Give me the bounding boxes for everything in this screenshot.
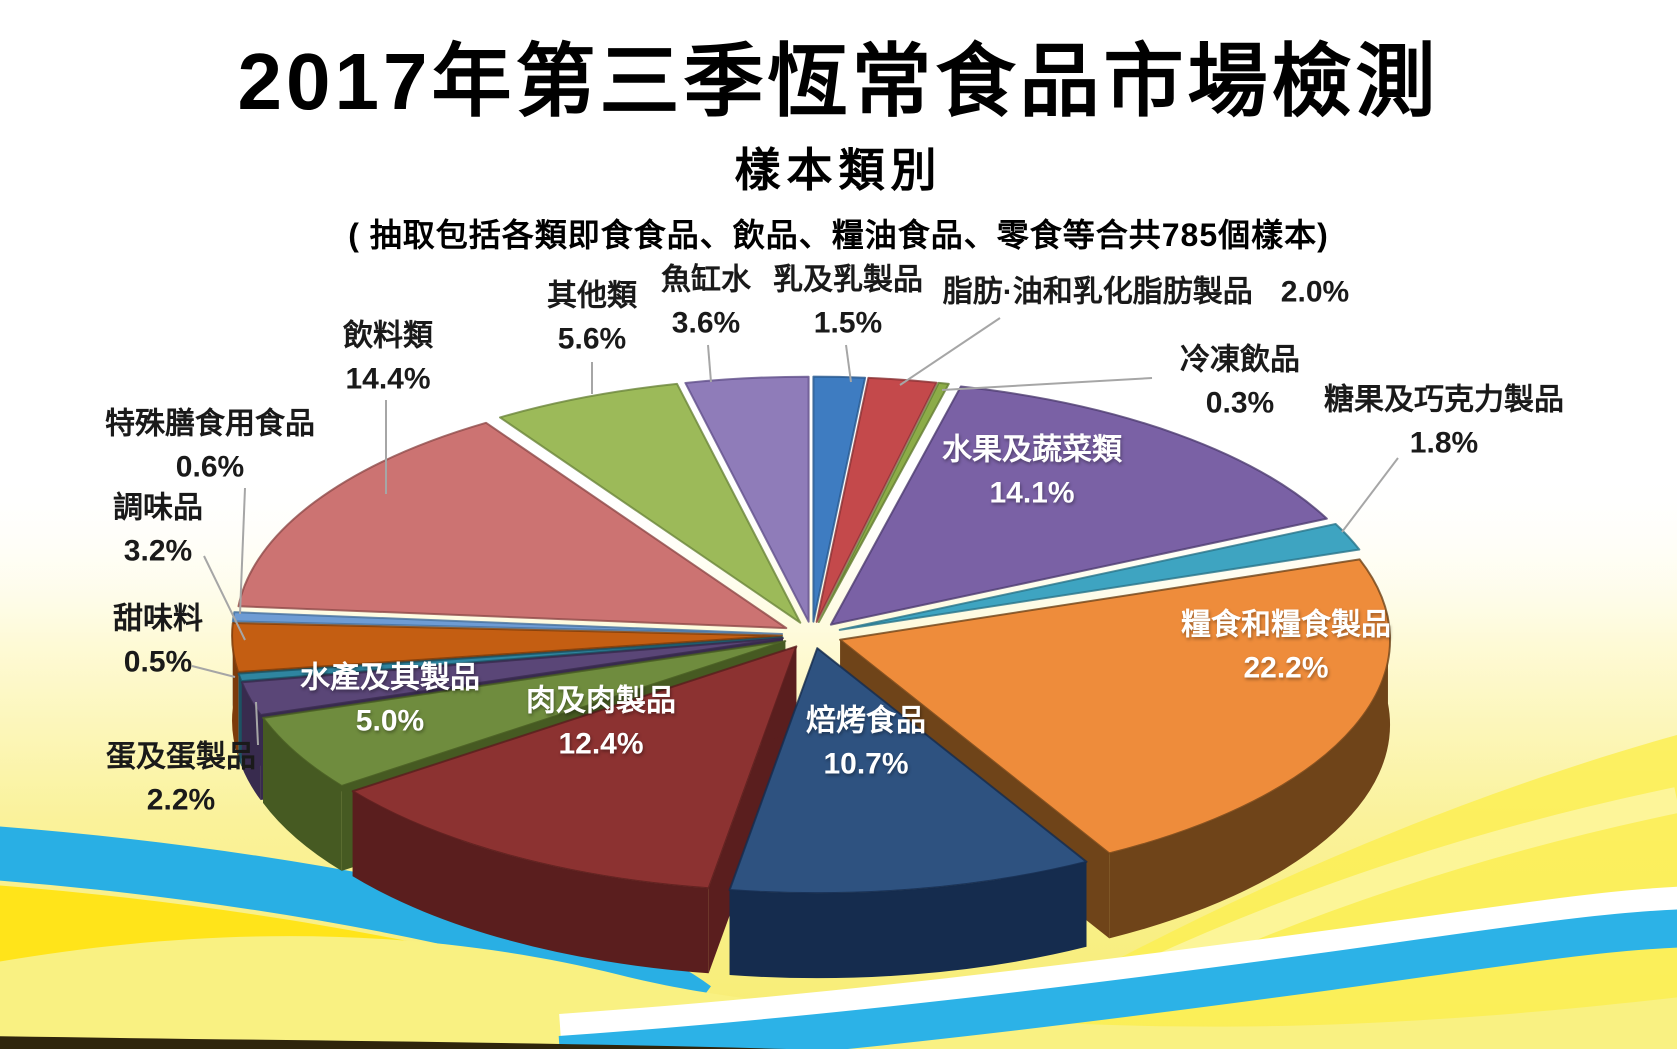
slice-label-name: 冷凍飲品 — [1180, 343, 1300, 377]
slice-label-7: 肉及肉製品 12.4% — [526, 680, 676, 765]
slice-label-name: 調味品 — [113, 491, 203, 525]
slice-label-name: 焙烤食品 — [806, 704, 926, 738]
slice-label-2: 冷凍飲品 0.3% — [1180, 339, 1300, 424]
fg-pale-yellow-wave — [0, 936, 1677, 1049]
slice-label-8: 水產及其製品 5.0% — [300, 657, 480, 742]
leader-line-9 — [255, 701, 259, 746]
slice-label-10: 甜味料 0.5% — [113, 598, 203, 683]
slice-label-percent: 1.8% — [1409, 426, 1479, 459]
slice-label-name: 特殊膳食用食品 — [105, 407, 315, 441]
leader-line-1 — [899, 317, 1001, 386]
slice-label-9: 蛋及蛋製品 2.2% — [106, 736, 256, 821]
leader-line-12 — [239, 487, 246, 615]
slice-label-1: 脂肪·油和乳化脂肪製品 2.0% — [943, 272, 1349, 315]
slice-label-percent: 3.2% — [123, 534, 193, 567]
leader-line-0 — [845, 344, 852, 383]
pie-slice-15 — [684, 375, 810, 623]
pie-slice-5-outer-wall — [1109, 618, 1391, 939]
fg-bottom-dark-strip — [0, 1036, 787, 1049]
leader-line-2 — [941, 377, 1153, 391]
pie-slice-8 — [261, 640, 787, 787]
slice-label-percent: 2.2% — [146, 783, 216, 816]
pie-slice-11 — [231, 621, 784, 674]
leader-line-4 — [1341, 457, 1399, 533]
pie-slice-7-outer-wall — [352, 791, 709, 974]
pie-slice-3 — [829, 385, 1328, 626]
pie-slice-1 — [815, 376, 938, 623]
slice-label-percent: 0.5% — [123, 645, 193, 678]
fg-cyan-band — [558, 909, 1677, 1049]
slice-label-name: 糧食和糧食製品 — [1181, 608, 1391, 642]
foreground-waves — [0, 886, 1677, 1049]
slice-label-name: 其他類 — [547, 279, 637, 313]
slice-label-name: 蛋及蛋製品 — [106, 740, 256, 774]
pie-slice-6-outer-wall — [729, 861, 1087, 979]
slice-label-name: 飲料類 — [343, 319, 433, 353]
slice-label-15: 魚缸水 3.6% — [661, 259, 751, 344]
slice-label-14: 其他類 5.6% — [547, 275, 637, 360]
slice-label-percent: 0.6% — [175, 450, 245, 483]
slice-label-name: 水產及其製品 — [300, 661, 480, 695]
leader-line-10 — [191, 665, 236, 678]
pie-slice-13 — [237, 421, 788, 630]
pie-slice-2 — [817, 381, 950, 623]
slice-label-percent: 3.6% — [671, 306, 741, 339]
pie-3d — [231, 375, 1391, 979]
pie-slice-10 — [237, 636, 784, 683]
slice-label-name: 糖果及巧克力製品 — [1324, 383, 1564, 417]
slice-label-name: 水果及蔬菜類 — [942, 433, 1122, 467]
slice-label-5: 糧食和糧食製品 22.2% — [1181, 604, 1391, 689]
slice-label-12: 特殊膳食用食品 0.6% — [105, 403, 315, 488]
slice-label-percent: 22.2% — [1243, 651, 1329, 684]
slice-label-name: 肉及肉製品 — [526, 684, 676, 718]
slice-label-4: 糖果及巧克力製品 1.8% — [1324, 379, 1564, 464]
slice-label-percent: 5.0% — [355, 704, 425, 737]
pie-slice-4 — [838, 522, 1361, 631]
pie-slice-10-outer-wall — [238, 673, 242, 767]
leader-lines — [191, 317, 1399, 746]
slice-label-percent: 14.1% — [989, 476, 1075, 509]
slice-label-percent: 0.3% — [1205, 386, 1275, 419]
pie-slice-8-outer-wall — [262, 717, 342, 871]
slice-label-percent: 2.0% — [1280, 275, 1350, 309]
slice-label-name: 魚缸水 — [661, 263, 751, 297]
bg-right-yellow-wave — [900, 735, 1677, 1049]
slice-label-percent: 1.5% — [813, 306, 883, 339]
leader-line-11 — [203, 555, 246, 641]
slice-label-11: 調味品 3.2% — [113, 487, 203, 572]
slice-label-name: 乳及乳製品 — [773, 263, 923, 297]
pie-slice-9 — [240, 637, 784, 717]
leader-line-15 — [707, 344, 712, 383]
pie-slice-14 — [499, 382, 802, 624]
pie-slice-5 — [839, 558, 1391, 855]
slice-label-percent: 10.7% — [823, 747, 909, 780]
slice-label-6: 焙烤食品 10.7% — [806, 700, 926, 785]
slice-label-percent: 12.4% — [558, 727, 644, 760]
slice-label-percent: 5.6% — [557, 322, 627, 355]
slice-label-13: 飲料類 14.4% — [343, 315, 433, 400]
pie-slice-0 — [812, 375, 867, 623]
slice-label-3: 水果及蔬菜類 14.1% — [942, 429, 1122, 514]
pie-slice-6 — [728, 647, 1088, 895]
slice-label-name: 甜味料 — [113, 602, 203, 636]
pie-slice-7 — [351, 645, 798, 890]
fg-white-band — [559, 886, 1677, 1038]
slice-label-0: 乳及乳製品 1.5% — [773, 259, 923, 344]
slice-label-name: 脂肪·油和乳化脂肪製品 — [942, 275, 1253, 309]
slice-label-percent: 14.4% — [345, 362, 431, 395]
